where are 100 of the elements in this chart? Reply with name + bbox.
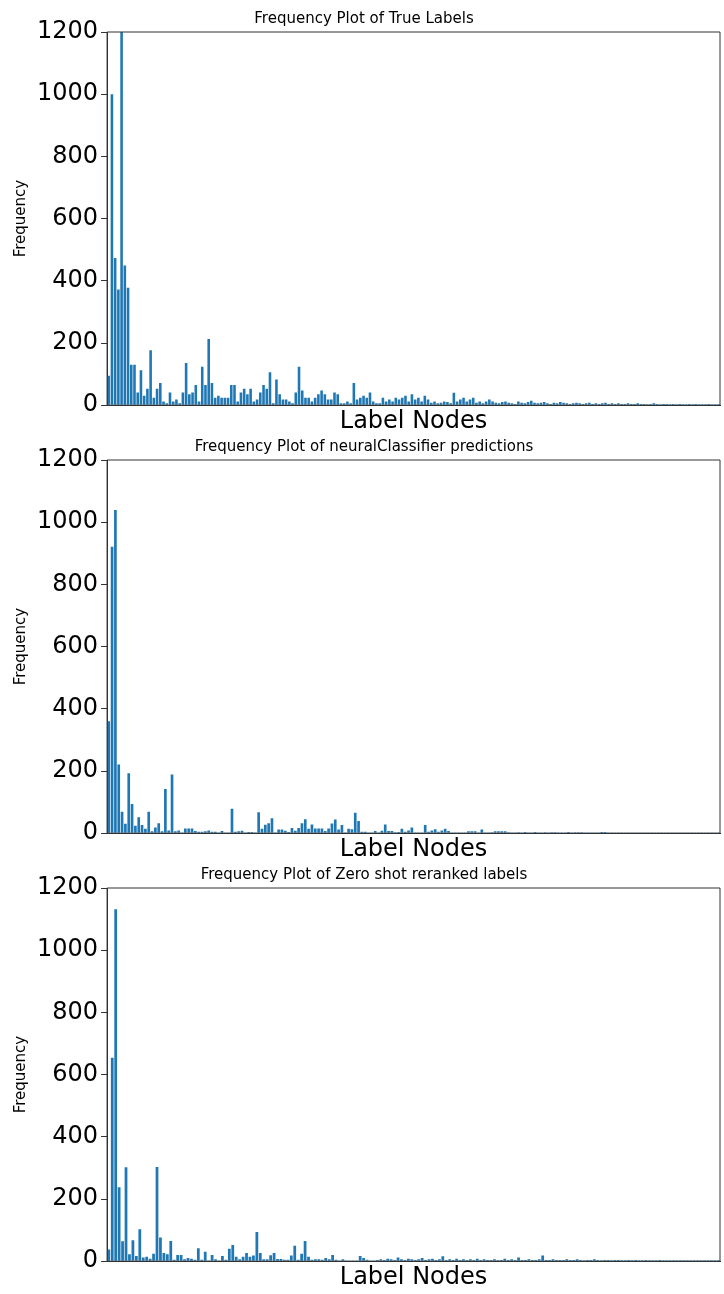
bar — [362, 1258, 365, 1261]
y-tick-label: 1000 — [37, 78, 99, 107]
bar — [303, 819, 307, 833]
bar — [120, 32, 123, 405]
y-axis-title: Frequency — [10, 607, 29, 686]
y-tick-label: 400 — [52, 1121, 99, 1150]
bar — [384, 401, 388, 405]
bar — [137, 817, 141, 833]
bar — [488, 399, 491, 405]
bar — [462, 397, 465, 405]
bar — [114, 909, 118, 1261]
bar — [263, 824, 267, 833]
y-tick-label: 1200 — [37, 872, 99, 901]
y-tick-label: 0 — [82, 1245, 99, 1274]
y-tick-label: 200 — [52, 755, 99, 784]
bar — [362, 395, 365, 405]
bar — [317, 828, 320, 833]
y-axis-title: Frequency — [10, 1035, 29, 1114]
bar — [207, 338, 210, 405]
bar — [310, 401, 314, 405]
y-tick-label: 800 — [52, 140, 99, 169]
bar — [159, 383, 162, 405]
bar — [262, 384, 265, 405]
bar — [433, 829, 437, 833]
chart-title: Frequency Plot of neuralClassifier predictions — [194, 436, 534, 455]
bar — [541, 1255, 545, 1261]
y-tick-label: 400 — [52, 693, 99, 722]
bar — [423, 825, 427, 833]
bar — [249, 388, 252, 405]
y-axis-title: Frequency — [10, 179, 29, 258]
chart-title: Frequency Plot of Zero shot reranked labels — [200, 864, 528, 883]
bar — [169, 1240, 173, 1261]
bar — [391, 401, 394, 405]
bar — [404, 395, 407, 405]
bar — [430, 830, 434, 833]
bar — [147, 811, 151, 833]
bar — [307, 397, 310, 405]
bar — [331, 1254, 334, 1261]
x-axis-title: Label Nodes — [339, 1261, 488, 1290]
y-tick-label: 600 — [52, 1058, 99, 1087]
bar — [127, 773, 131, 833]
bar — [320, 390, 323, 405]
y-tick-label: 200 — [52, 1183, 99, 1212]
y-tick-label: 800 — [52, 568, 99, 597]
y-tick-label: 400 — [52, 265, 99, 294]
bar — [443, 828, 447, 833]
bar — [353, 812, 357, 833]
bar — [257, 812, 260, 833]
bar — [149, 350, 152, 405]
y-tick-label: 1200 — [37, 444, 99, 473]
x-axis-title: Label Nodes — [339, 833, 488, 862]
bar — [313, 828, 317, 833]
bar — [217, 395, 220, 405]
bar — [440, 830, 444, 833]
bar — [277, 829, 280, 833]
bar — [517, 1257, 520, 1261]
bar — [233, 384, 236, 405]
y-tick-label: 1000 — [37, 934, 99, 963]
bar — [184, 828, 187, 833]
bar — [114, 510, 117, 833]
bar — [388, 399, 391, 405]
y-tick-label: 0 — [82, 817, 99, 846]
y-tick-label: 200 — [52, 327, 99, 356]
bar — [220, 397, 223, 405]
bar — [459, 399, 462, 405]
bar — [138, 1229, 142, 1261]
bar — [297, 827, 300, 833]
y-tick-label: 600 — [52, 630, 99, 659]
y-tick-label: 800 — [52, 996, 99, 1025]
bar — [293, 1245, 297, 1261]
bar — [383, 824, 387, 833]
y-tick-label: 1200 — [37, 16, 99, 45]
bar — [200, 366, 204, 405]
bar — [336, 394, 340, 405]
bar — [417, 397, 420, 405]
bar — [491, 401, 494, 405]
bar — [164, 789, 167, 833]
bar — [157, 823, 161, 833]
bar — [231, 1245, 235, 1261]
bar — [359, 397, 362, 405]
bar — [358, 1255, 362, 1261]
x-axis-title: Label Nodes — [339, 405, 488, 434]
bar — [407, 830, 410, 833]
bar — [221, 1255, 224, 1261]
bar — [275, 379, 278, 405]
bar — [245, 1253, 248, 1261]
bar — [255, 1231, 259, 1261]
chart-title: Frequency Plot of True Labels — [254, 8, 474, 27]
bar — [196, 1248, 200, 1261]
bar — [333, 819, 337, 833]
bar — [133, 364, 136, 405]
bar — [203, 1251, 207, 1261]
bar — [229, 384, 233, 405]
bar — [154, 827, 157, 833]
bar — [227, 1248, 231, 1261]
y-tick-label: 600 — [52, 202, 99, 231]
bar — [347, 828, 350, 833]
bar — [317, 394, 320, 405]
bar — [175, 399, 178, 405]
y-tick-label: 1000 — [37, 506, 99, 535]
